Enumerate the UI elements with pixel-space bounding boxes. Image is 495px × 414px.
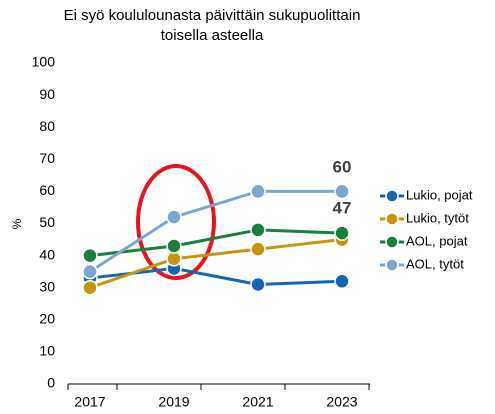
y-tick-label: 0 <box>47 375 55 391</box>
data-point <box>166 251 182 267</box>
y-tick-label: 50 <box>39 214 55 230</box>
y-tick-label: 40 <box>39 246 55 262</box>
legend-label: Lukio, tytöt <box>406 210 469 225</box>
data-point <box>250 241 266 257</box>
series-line <box>89 238 343 290</box>
y-tick-label: 20 <box>39 311 55 327</box>
y-tick-label: 60 <box>39 182 55 198</box>
y-tick-label: 100 <box>32 54 56 70</box>
legend-label: AOL, pojat <box>406 233 468 248</box>
data-point <box>250 276 266 293</box>
data-point <box>334 225 350 241</box>
y-tick-label: 90 <box>39 86 55 102</box>
highlight-ellipse <box>136 164 216 280</box>
legend-marker <box>385 235 399 249</box>
x-tick-label: 2019 <box>158 394 189 410</box>
x-tick-label: 2023 <box>326 394 357 410</box>
legend-marker <box>385 258 399 272</box>
data-point <box>82 247 98 264</box>
data-point <box>82 263 98 280</box>
data-point <box>334 273 350 290</box>
data-point <box>250 222 266 238</box>
y-tick-label: 70 <box>39 150 55 166</box>
annotation: 47 <box>333 198 352 217</box>
legend-label: Lukio, pojat <box>406 187 473 202</box>
legend-marker <box>385 189 399 203</box>
legend-label: AOL, tytöt <box>406 256 464 271</box>
annotation: 60 <box>333 157 352 176</box>
series-line <box>89 228 343 258</box>
y-axis-label: % <box>10 218 24 229</box>
data-point <box>334 183 350 200</box>
data-point <box>82 279 98 296</box>
data-point <box>250 183 266 200</box>
x-tick-label: 2021 <box>242 394 273 410</box>
series-line <box>89 266 343 286</box>
chart-title: toisella asteella <box>161 27 264 44</box>
chart-title: Ei syö koululounasta päivittäin sukupuol… <box>64 7 361 24</box>
series-line <box>89 189 342 273</box>
y-tick-label: 80 <box>39 118 55 134</box>
y-tick-label: 10 <box>39 343 55 359</box>
data-point <box>166 238 182 254</box>
legend-marker <box>385 212 399 226</box>
data-point <box>166 209 182 225</box>
x-tick-label: 2017 <box>74 394 105 410</box>
y-tick-label: 30 <box>39 278 55 294</box>
